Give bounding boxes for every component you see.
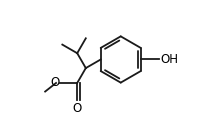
Text: O: O: [73, 102, 82, 115]
Text: OH: OH: [160, 53, 178, 66]
Text: O: O: [50, 77, 59, 89]
